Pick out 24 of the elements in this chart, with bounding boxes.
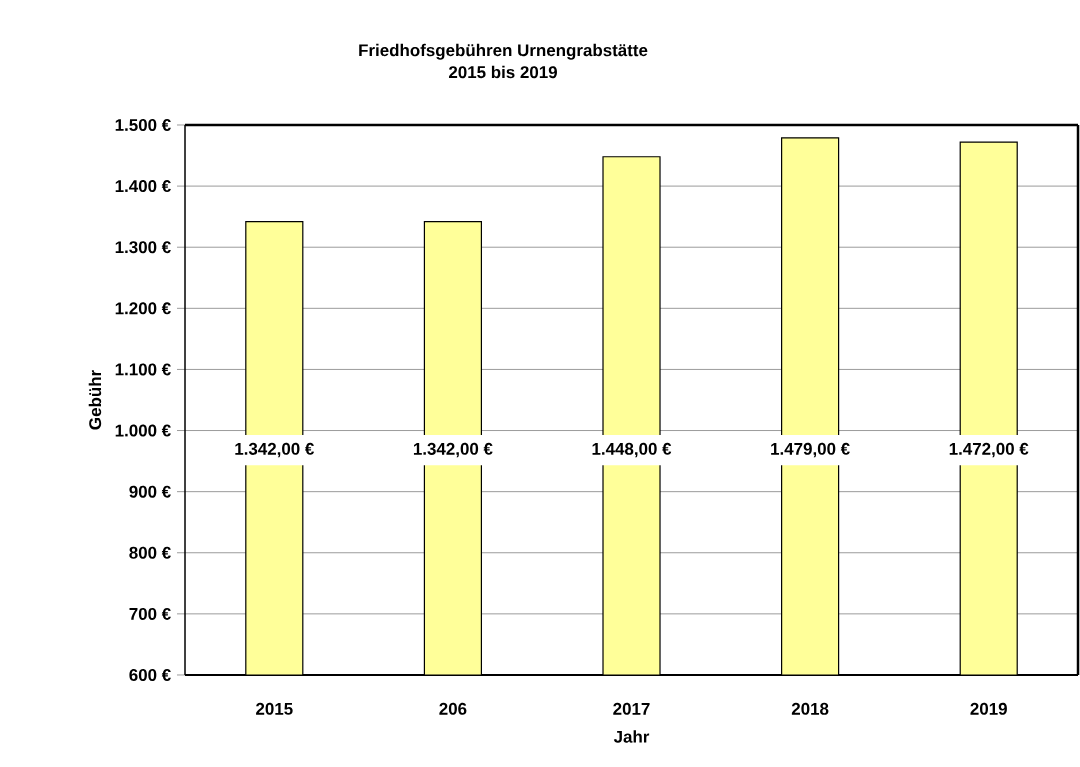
y-tick-label: 1.300 € (115, 241, 171, 254)
y-tick-label: 1.100 € (115, 363, 171, 376)
y-tick-label: 1.400 € (115, 180, 171, 193)
data-label: 1.342,00 € (413, 442, 493, 458)
x-tick-label: 2015 (256, 702, 293, 715)
x-tick-label: 2017 (613, 702, 650, 715)
y-tick-label: 800 € (129, 546, 171, 559)
y-tick-label: 1.000 € (115, 424, 171, 437)
chart-subtitle: 2015 bis 2019 (448, 65, 557, 79)
y-tick-label: 1.500 € (115, 119, 171, 131)
data-label: 1.479,00 € (771, 442, 850, 458)
x-axis-title: Jahr (613, 730, 650, 743)
data-label: 1.342,00 € (235, 442, 315, 458)
y-tick-label: 600 € (129, 668, 171, 681)
x-tick-label: 206 (439, 702, 467, 715)
x-tick-label: 2018 (791, 702, 829, 715)
data-label: 1.472,00 € (949, 442, 1029, 458)
data-label: 1.448,00 € (592, 442, 672, 458)
x-tick-label: 2019 (970, 702, 1007, 715)
y-tick-label: 700 € (129, 607, 171, 620)
y-tick-label: 1.200 € (115, 302, 171, 315)
y-axis-title: Gebühr (88, 370, 102, 430)
y-tick-label: 900 € (129, 485, 171, 498)
chart-title: Friedhofsgebühren Urnengrabstätte (359, 43, 648, 60)
